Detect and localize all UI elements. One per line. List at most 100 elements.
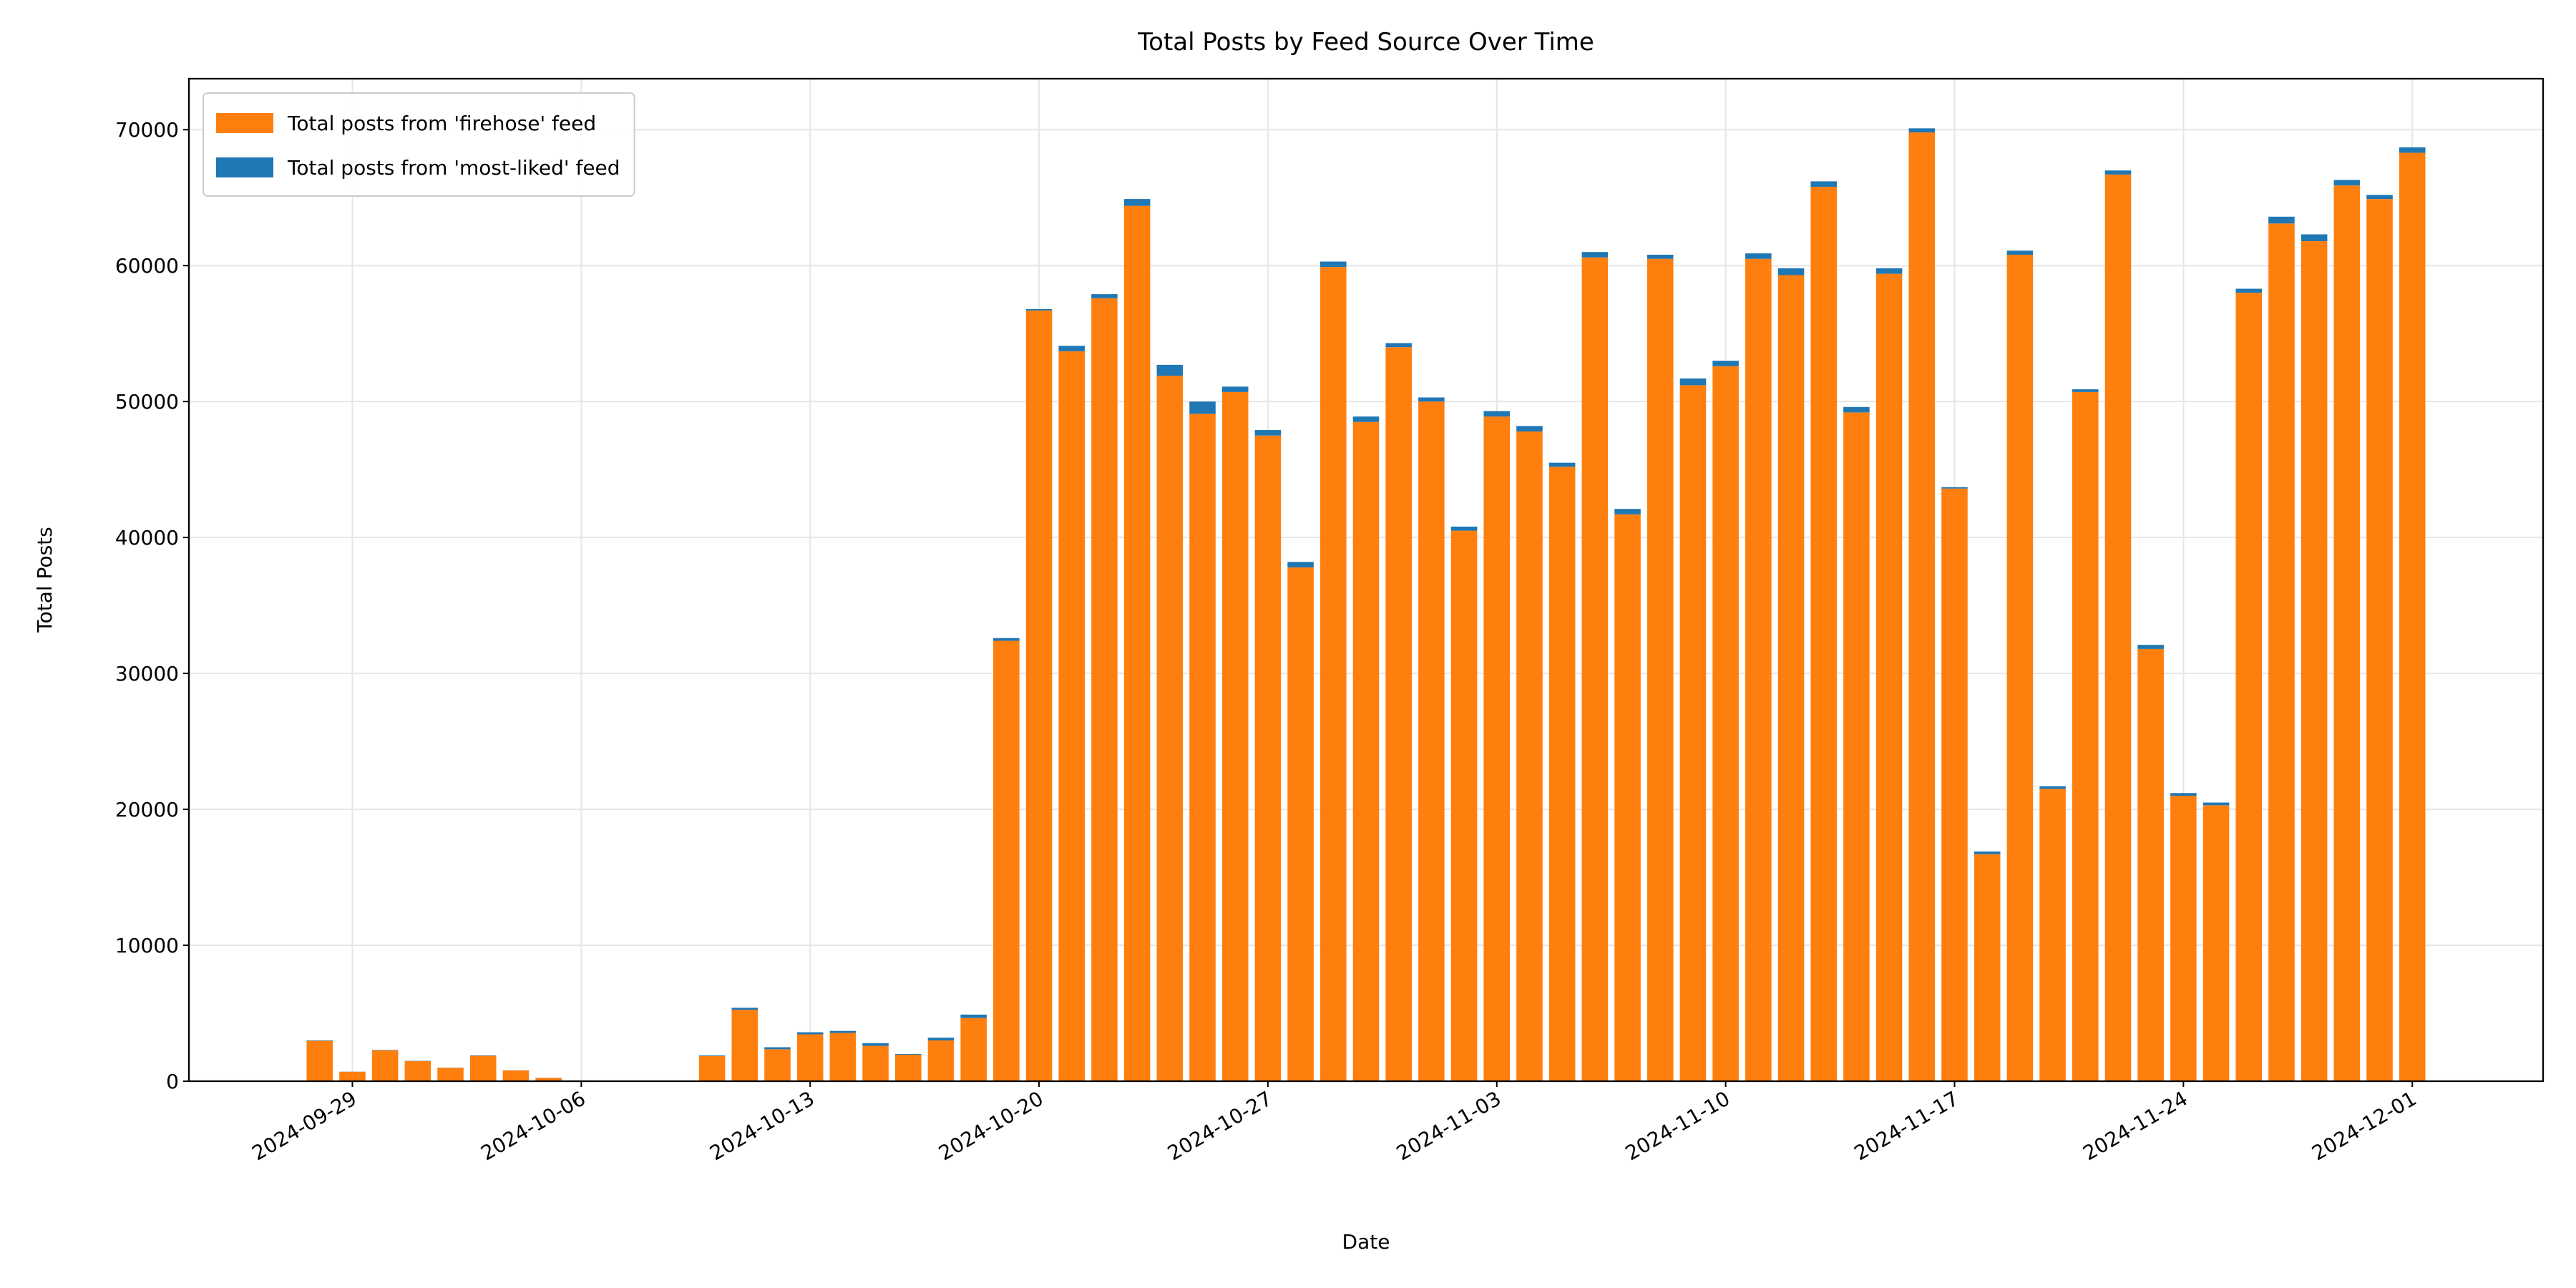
bar — [2399, 147, 2426, 153]
bar — [535, 1078, 562, 1081]
bar — [731, 1008, 758, 1010]
bar — [1418, 401, 1445, 1081]
bar — [2333, 180, 2361, 186]
bar — [469, 1055, 497, 1081]
x-axis-label: Date — [1342, 1230, 1390, 1254]
y-tick-label: 20000 — [115, 798, 179, 821]
bar — [2333, 185, 2361, 1081]
bar — [862, 1043, 889, 1046]
bar — [2137, 645, 2164, 649]
y-tick-label: 40000 — [115, 526, 179, 550]
bar — [1548, 467, 1576, 1081]
bar — [895, 1054, 922, 1055]
bar — [1320, 261, 1347, 268]
bar — [1385, 347, 1412, 1081]
bar — [1745, 258, 1772, 1081]
bar — [2366, 199, 2393, 1081]
bar — [1516, 426, 1543, 431]
bar — [960, 1014, 987, 1018]
bar — [1581, 257, 1609, 1081]
y-tick-label: 70000 — [115, 118, 179, 142]
y-axis-label: Total Posts — [33, 527, 57, 633]
bar — [2072, 389, 2099, 392]
bar — [731, 1010, 758, 1081]
bar — [698, 1055, 726, 1056]
bar — [1646, 255, 1674, 259]
plot-frame — [187, 77, 2545, 1083]
bar — [960, 1018, 987, 1081]
bar — [1777, 275, 1805, 1082]
bar — [1614, 514, 1641, 1081]
legend-label: Total posts from 'most-liked' feed — [287, 156, 620, 180]
bar — [2235, 288, 2263, 293]
legend-label: Total posts from 'firehose' feed — [287, 112, 596, 135]
bar — [1875, 273, 1903, 1082]
bar — [796, 1032, 824, 1035]
legend-swatch — [216, 113, 273, 133]
bar — [1221, 391, 1249, 1081]
bar — [1483, 411, 1511, 417]
bar — [1254, 430, 1282, 436]
bar — [1058, 346, 1085, 351]
bar — [1123, 205, 1151, 1082]
bar — [1189, 401, 1216, 414]
bar — [404, 1060, 431, 1081]
bar — [469, 1055, 497, 1056]
bar — [1646, 258, 1674, 1081]
bar — [2301, 241, 2328, 1081]
bar — [1908, 132, 1936, 1081]
bar — [306, 1040, 333, 1041]
bar — [1025, 308, 1053, 311]
bar — [796, 1034, 824, 1081]
bar — [698, 1055, 726, 1081]
bar — [1091, 294, 1118, 298]
bar — [1679, 378, 1707, 386]
y-tick-label: 60000 — [115, 254, 179, 278]
bar — [2104, 174, 2132, 1081]
bar — [1221, 386, 1249, 392]
bar — [1974, 851, 2001, 854]
bar — [1287, 562, 1314, 567]
bar — [927, 1038, 955, 1041]
bar — [2039, 786, 2066, 789]
bar — [1679, 385, 1707, 1081]
bar — [371, 1050, 399, 1081]
bar — [1745, 253, 1772, 259]
bar — [306, 1040, 333, 1081]
bar — [437, 1068, 464, 1081]
bar — [1091, 298, 1118, 1081]
bar — [2170, 793, 2197, 796]
bar — [1058, 351, 1085, 1081]
bar — [829, 1033, 857, 1081]
bar — [2039, 789, 2066, 1081]
legend-swatch — [216, 157, 273, 177]
bar — [895, 1054, 922, 1081]
bar — [1614, 509, 1641, 514]
y-tick-label: 30000 — [115, 662, 179, 686]
bar — [1418, 397, 1445, 402]
bar — [1287, 567, 1314, 1081]
legend: Total posts from 'firehose' feed Total po… — [203, 92, 635, 197]
bar — [1123, 199, 1151, 206]
bar — [1189, 414, 1216, 1081]
bar — [1712, 366, 1739, 1081]
bar — [339, 1071, 366, 1081]
bar — [1450, 530, 1478, 1081]
bar — [2268, 223, 2295, 1081]
bar — [1025, 310, 1053, 1081]
bar — [1352, 416, 1380, 422]
bar — [1385, 343, 1412, 348]
bar — [2170, 796, 2197, 1081]
bar — [2202, 802, 2230, 806]
bar — [502, 1070, 530, 1081]
bar — [993, 638, 1020, 641]
bar — [927, 1040, 955, 1081]
bar — [2006, 255, 2034, 1081]
bar — [1810, 187, 1837, 1081]
bar — [1352, 421, 1380, 1081]
bar — [2072, 391, 2099, 1081]
bar — [1941, 488, 1968, 1081]
y-tick-label: 50000 — [115, 390, 179, 414]
chart-title: Total Posts by Feed Source Over Time — [1137, 28, 1594, 57]
